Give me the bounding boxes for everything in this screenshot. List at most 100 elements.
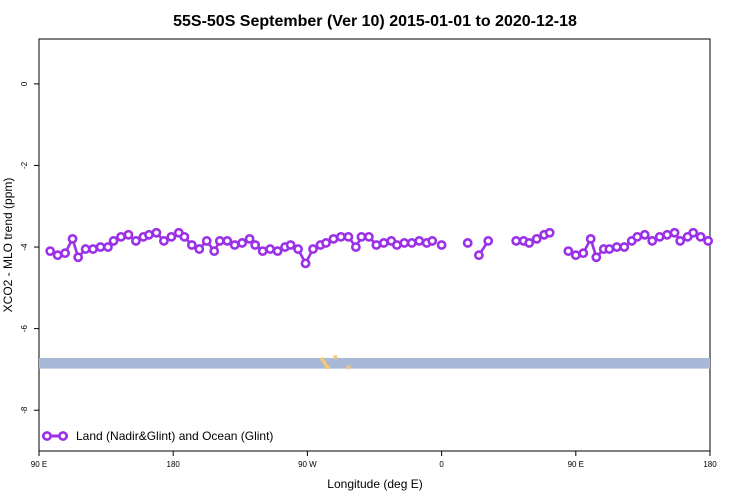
y-tick-label: -2 bbox=[20, 161, 29, 169]
data-point bbox=[194, 244, 205, 254]
data-point bbox=[611, 242, 622, 252]
data-point bbox=[473, 250, 484, 261]
x-tick-label: 180 bbox=[703, 460, 717, 469]
data-point bbox=[321, 238, 331, 248]
data-point bbox=[116, 231, 126, 242]
y-tick-label: -8 bbox=[20, 406, 29, 414]
data-point bbox=[214, 236, 225, 246]
data-point bbox=[308, 244, 318, 254]
data-point bbox=[343, 231, 354, 242]
data-point bbox=[688, 227, 699, 238]
coverage-band bbox=[39, 357, 710, 369]
data-point bbox=[406, 238, 417, 248]
data-point bbox=[695, 231, 706, 242]
x-axis: 90 E 180 90 W 0 90 E 180 bbox=[31, 451, 717, 469]
y-tick-label: -4 bbox=[20, 243, 29, 251]
data-point bbox=[578, 248, 589, 259]
data-point bbox=[108, 236, 119, 246]
y-tick-label: 0 bbox=[20, 81, 29, 86]
data-point bbox=[265, 244, 276, 254]
data-point bbox=[209, 246, 220, 257]
data-point bbox=[151, 227, 162, 238]
data-point bbox=[391, 240, 402, 250]
data-point bbox=[131, 236, 141, 246]
data-point bbox=[201, 236, 212, 246]
data-point bbox=[632, 231, 643, 242]
data-point bbox=[350, 242, 361, 252]
land-mark bbox=[333, 355, 338, 360]
land-mark bbox=[320, 357, 325, 362]
y-tick-label: -6 bbox=[20, 325, 29, 333]
data-point bbox=[378, 238, 389, 248]
x-tick-label: 90 E bbox=[31, 460, 47, 469]
data-point bbox=[511, 236, 522, 246]
data-point bbox=[186, 240, 197, 250]
data-point bbox=[123, 229, 134, 240]
x-tick-label: 90 E bbox=[568, 460, 584, 469]
data-point bbox=[531, 233, 542, 244]
data-point bbox=[462, 238, 473, 248]
data-point bbox=[103, 242, 113, 252]
legend: Land (Nadir&Glint) and Ocean (Glint) bbox=[42, 429, 273, 443]
data-point bbox=[179, 231, 190, 242]
data-point bbox=[257, 246, 268, 257]
data-point bbox=[144, 229, 154, 240]
data-point bbox=[45, 246, 56, 257]
data-point bbox=[585, 233, 596, 244]
land-mark bbox=[322, 360, 327, 365]
data-point bbox=[364, 231, 374, 242]
legend-swatch-marker bbox=[42, 431, 52, 441]
data-point bbox=[570, 250, 581, 261]
data-point bbox=[328, 233, 339, 244]
data-point bbox=[604, 244, 615, 254]
data-point bbox=[244, 233, 255, 244]
data-point bbox=[669, 227, 680, 238]
data-point bbox=[524, 238, 535, 248]
data-point bbox=[250, 240, 261, 250]
data-point bbox=[563, 246, 574, 257]
data-point bbox=[591, 252, 602, 263]
data-point bbox=[73, 252, 84, 263]
land-mark bbox=[346, 365, 351, 370]
data-point bbox=[272, 246, 283, 257]
data-point bbox=[285, 240, 296, 250]
data-point bbox=[60, 248, 70, 259]
data-point bbox=[222, 236, 233, 246]
legend-swatch-marker bbox=[58, 431, 68, 441]
data-point bbox=[371, 240, 382, 250]
data-point bbox=[544, 227, 555, 238]
plot-area bbox=[38, 38, 714, 452]
data-point bbox=[52, 250, 63, 261]
data-point bbox=[80, 244, 91, 254]
chart-title: 55S-50S September (Ver 10) 2015-01-01 to… bbox=[173, 13, 577, 30]
data-point bbox=[654, 231, 665, 242]
data-point bbox=[399, 238, 410, 248]
data-point bbox=[336, 231, 346, 242]
data-point bbox=[703, 236, 714, 246]
x-axis-label: Longitude (deg E) bbox=[327, 477, 422, 491]
series-layer bbox=[45, 227, 714, 269]
data-point bbox=[237, 238, 248, 248]
data-point bbox=[166, 231, 177, 242]
data-point bbox=[293, 244, 303, 254]
data-point bbox=[647, 236, 658, 246]
data-point bbox=[662, 229, 673, 240]
y-axis: 0 -2 -4 -6 -8 bbox=[20, 81, 39, 414]
data-point bbox=[300, 258, 311, 269]
data-point bbox=[675, 236, 686, 246]
data-point bbox=[483, 236, 494, 246]
x-tick-label: 180 bbox=[167, 460, 181, 469]
x-tick-label: 90 W bbox=[298, 460, 317, 469]
y-axis-label: XCO2 - MLO trend (ppm) bbox=[1, 178, 15, 313]
data-point bbox=[88, 244, 98, 254]
data-point bbox=[67, 233, 78, 244]
land-layer bbox=[320, 355, 351, 370]
data-point bbox=[436, 240, 447, 250]
bands-layer bbox=[39, 357, 710, 369]
data-point bbox=[229, 240, 240, 250]
data-point bbox=[356, 231, 367, 242]
data-point bbox=[639, 229, 650, 240]
land-mark bbox=[325, 365, 330, 370]
legend-label: Land (Nadir&Glint) and Ocean (Glint) bbox=[76, 429, 273, 443]
